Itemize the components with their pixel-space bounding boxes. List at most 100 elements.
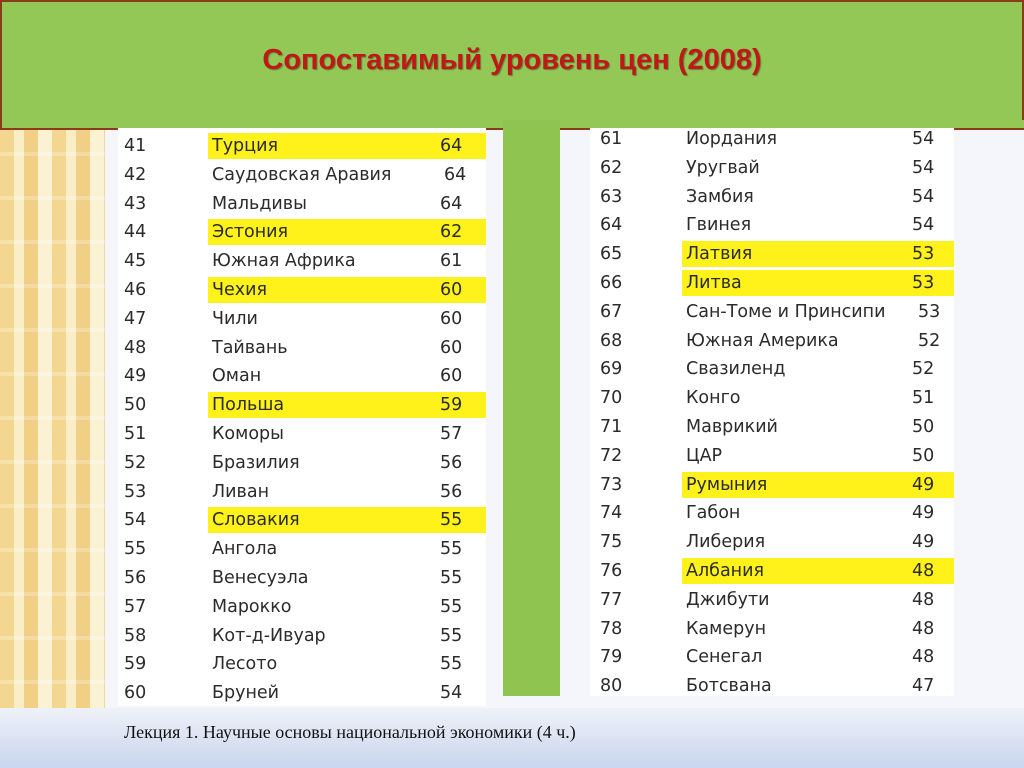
value-cell: 55 [440,510,463,531]
rank-cell: 43 [124,193,147,214]
rank-cell: 42 [124,164,147,185]
rank-cell: 72 [600,445,623,466]
value-cell: 47 [912,676,935,697]
country-cell: Лесото [212,654,278,675]
country-cell: Бразилия [212,452,300,473]
rank-cell: 50 [124,395,147,416]
rank-cell: 78 [600,618,623,639]
value-cell: 48 [912,647,935,668]
rank-cell: 77 [600,589,623,610]
country-cell: Эстония [212,222,289,243]
rank-cell: 79 [600,647,623,668]
value-cell: 57 [440,424,463,444]
country-cell: Ангола [212,539,278,560]
table-row: 45 Южная Африка 61 [118,248,486,274]
table-row: 51 Коморы 57 [118,421,486,447]
country-cell: Румыния [686,474,768,495]
country-cell: Либерия [686,532,766,553]
rank-cell: 74 [600,503,623,524]
table-row: 54 Словакия 55 [118,507,486,534]
table-row: 68 Южная Америка 52 [590,328,954,354]
rank-cell: 46 [124,280,147,300]
table-row: 43 Мальдивы 64 [118,191,486,217]
bottom-band [0,708,1024,768]
center-green-bar [503,120,560,696]
row-highlight [208,392,486,419]
table-row: 41 Турция 64 [118,133,486,159]
value-cell: 62 [440,222,463,243]
country-cell: Иордания [686,129,778,149]
table-row: 74 Габон 49 [590,500,954,526]
value-cell: 51 [912,388,935,409]
value-cell: 56 [440,481,463,502]
country-cell: Ботсвана [686,676,772,697]
country-cell: Оман [212,366,262,387]
value-cell: 48 [912,618,935,639]
rank-cell: 76 [600,561,623,581]
row-highlight [682,270,954,296]
rank-cell: 63 [600,186,623,207]
value-cell: 64 [440,193,463,214]
country-cell: Саудовская Аравия [212,164,392,185]
value-cell: 54 [912,129,935,149]
table-row: 73 Румыния 49 [590,471,954,498]
row-highlight [682,241,954,268]
rank-cell: 69 [600,359,623,380]
table-row: 62 Уругвай 54 [590,155,954,181]
country-cell: Уругвай [686,157,760,178]
page-title: Сопоставимый уровень цен (2008) [262,44,762,76]
country-cell: Замбия [686,186,754,207]
value-cell: 55 [440,625,463,646]
table-row: 61 Иордания 54 [590,126,954,152]
country-cell: Словакия [212,510,300,531]
table-row: 78 Камерун 48 [590,616,954,642]
table-row: 46 Чехия 60 [118,277,486,303]
table-row: 76 Албания 48 [590,558,954,584]
row-highlight [208,219,486,246]
table-row: 80 Ботсвана 47 [590,673,954,699]
rank-cell: 52 [124,452,147,473]
rank-cell: 58 [124,625,147,646]
value-cell: 56 [440,452,463,473]
country-cell: ЦАР [686,445,723,466]
rank-cell: 49 [124,366,147,387]
value-cell: 59 [440,395,463,416]
rank-cell: 41 [124,136,147,156]
value-cell: 55 [440,539,463,560]
country-cell: Южная Америка [686,330,839,351]
table-row: 57 Марокко 55 [118,594,486,620]
country-cell: Бруней [212,683,280,704]
rank-cell: 47 [124,308,147,329]
table-row: 50 Польша 59 [118,392,486,419]
value-cell: 49 [912,474,935,495]
table-row: 49 Оман 60 [118,363,486,389]
value-cell: 50 [912,445,935,466]
country-cell: Коморы [212,424,284,444]
value-cell: 64 [440,136,463,156]
value-cell: 60 [440,308,463,329]
rank-cell: 53 [124,481,147,502]
value-cell: 54 [912,157,935,178]
row-highlight [682,558,954,584]
value-cell: 52 [912,359,935,380]
country-cell: Кот-д-Ивуар [212,625,326,646]
country-cell: Южная Африка [212,251,356,272]
table-row: 59 Лесото 55 [118,651,486,677]
table-row: 55 Ангола 55 [118,536,486,562]
value-cell: 60 [440,280,463,300]
rank-cell: 80 [600,676,623,697]
value-cell: 53 [912,273,935,293]
country-cell: Чили [212,308,258,329]
country-cell: Латвия [686,244,753,265]
rank-cell: 45 [124,251,147,272]
country-cell: Сенегал [686,647,763,668]
value-cell: 64 [444,164,467,185]
lecture-footer: Лекция 1. Научные основы национальной эк… [124,722,576,742]
rank-cell: 61 [600,129,623,149]
value-cell: 55 [440,654,463,675]
rank-cell: 54 [124,510,147,531]
rank-cell: 60 [124,683,147,704]
row-highlight [208,277,486,303]
rank-cell: 67 [600,301,623,322]
table-row: 79 Сенегал 48 [590,644,954,670]
